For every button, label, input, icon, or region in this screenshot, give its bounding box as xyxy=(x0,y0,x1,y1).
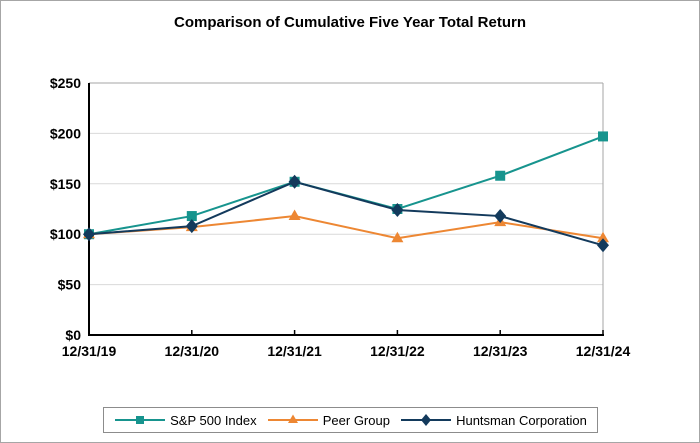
huntsman-corporation-line xyxy=(88,180,604,247)
huntsman-corporation-marker xyxy=(185,219,198,234)
x-axis-tick-label: 12/31/19 xyxy=(62,343,117,359)
s-p-500-index-marker xyxy=(186,211,197,222)
x-axis-tick-label: 12/31/20 xyxy=(165,343,220,359)
legend-item-huntsman: Huntsman Corporation xyxy=(400,413,587,428)
huntsman-corporation-marker xyxy=(83,227,95,242)
legend-item-peer-group: Peer Group xyxy=(267,413,390,428)
huntsman-corporation-marker xyxy=(288,174,301,189)
y-axis-tick-label: $50 xyxy=(58,277,82,293)
peer-group-legend-swatch xyxy=(267,414,318,423)
legend: S&P 500 Index Peer Group Huntsman Corpor… xyxy=(103,407,598,433)
legend-label-huntsman: Huntsman Corporation xyxy=(456,412,587,428)
y-axis-tick-label: $100 xyxy=(50,226,81,242)
huntsman-corporation-marker xyxy=(391,203,404,218)
legend-item-sp500: S&P 500 Index xyxy=(114,413,257,428)
x-axis-tick-label: 12/31/23 xyxy=(473,343,528,359)
y-axis-tick-label: $0 xyxy=(65,327,81,343)
chart-title: Comparison of Cumulative Five Year Total… xyxy=(173,14,527,31)
y-axis-tick-label: $250 xyxy=(50,75,81,91)
x-axis-tick-label: 12/31/21 xyxy=(267,343,322,359)
peer-group-marker xyxy=(288,209,301,221)
legend-label-peer-group: Peer Group xyxy=(322,412,390,428)
s-p-500-index-marker xyxy=(495,170,506,181)
sp500-legend-swatch xyxy=(115,416,166,424)
y-axis-tick-label: $150 xyxy=(50,176,81,192)
legend-label-sp500: S&P 500 Index xyxy=(170,412,257,428)
peer-group-legend-marker xyxy=(287,414,298,423)
huntsman-corporation-legend-marker xyxy=(421,414,432,426)
huntsman-corporation-marker xyxy=(597,238,609,253)
peer-group-line xyxy=(88,215,604,240)
y-axis-tick-label: $200 xyxy=(50,125,81,141)
s-p-500-index-line xyxy=(88,135,604,236)
peer-group-marker xyxy=(391,231,404,243)
x-axis-tick-label: 12/31/22 xyxy=(370,343,425,359)
peer-group-marker xyxy=(597,231,609,243)
s-p-500-index-marker xyxy=(598,131,608,142)
huntsman-legend-swatch xyxy=(401,414,452,426)
huntsman-corporation-marker xyxy=(494,209,507,224)
s-p-500-index-legend-marker xyxy=(136,416,145,424)
x-axis-tick-label: 12/31/24 xyxy=(576,343,631,359)
